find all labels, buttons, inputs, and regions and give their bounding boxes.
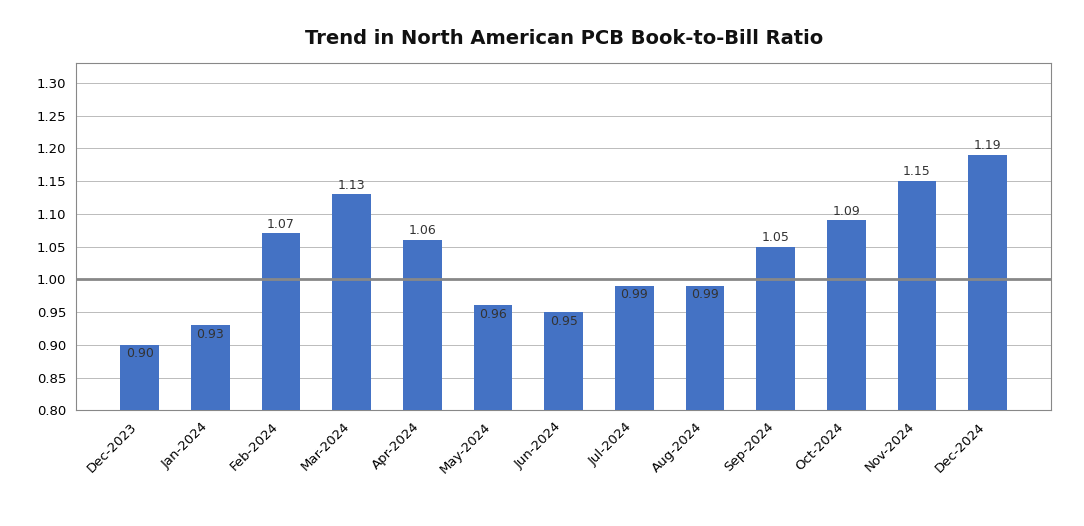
Bar <box>898 181 937 410</box>
Bar <box>615 286 654 410</box>
Text: 0.99: 0.99 <box>692 288 719 301</box>
Bar <box>120 345 159 410</box>
Bar <box>685 286 724 410</box>
Text: 0.93: 0.93 <box>196 328 224 341</box>
Bar <box>332 194 371 410</box>
Text: 1.06: 1.06 <box>409 225 436 237</box>
Bar <box>474 306 513 410</box>
Text: 1.19: 1.19 <box>973 139 1002 152</box>
Text: 1.05: 1.05 <box>762 231 789 244</box>
Bar <box>403 240 442 410</box>
Bar <box>191 325 230 410</box>
Bar <box>261 234 300 410</box>
Bar <box>757 247 796 410</box>
Bar <box>544 312 583 410</box>
Bar <box>827 220 866 410</box>
Bar <box>968 155 1007 410</box>
Text: 0.99: 0.99 <box>620 288 648 301</box>
Text: 0.95: 0.95 <box>550 315 578 328</box>
Text: 1.13: 1.13 <box>338 178 365 191</box>
Title: Trend in North American PCB Book-to-Bill Ratio: Trend in North American PCB Book-to-Bill… <box>305 29 823 48</box>
Text: 1.15: 1.15 <box>903 165 931 178</box>
Text: 1.09: 1.09 <box>833 205 861 218</box>
Text: 0.90: 0.90 <box>126 347 154 360</box>
Text: 0.96: 0.96 <box>479 308 507 321</box>
Text: 1.07: 1.07 <box>267 218 295 231</box>
